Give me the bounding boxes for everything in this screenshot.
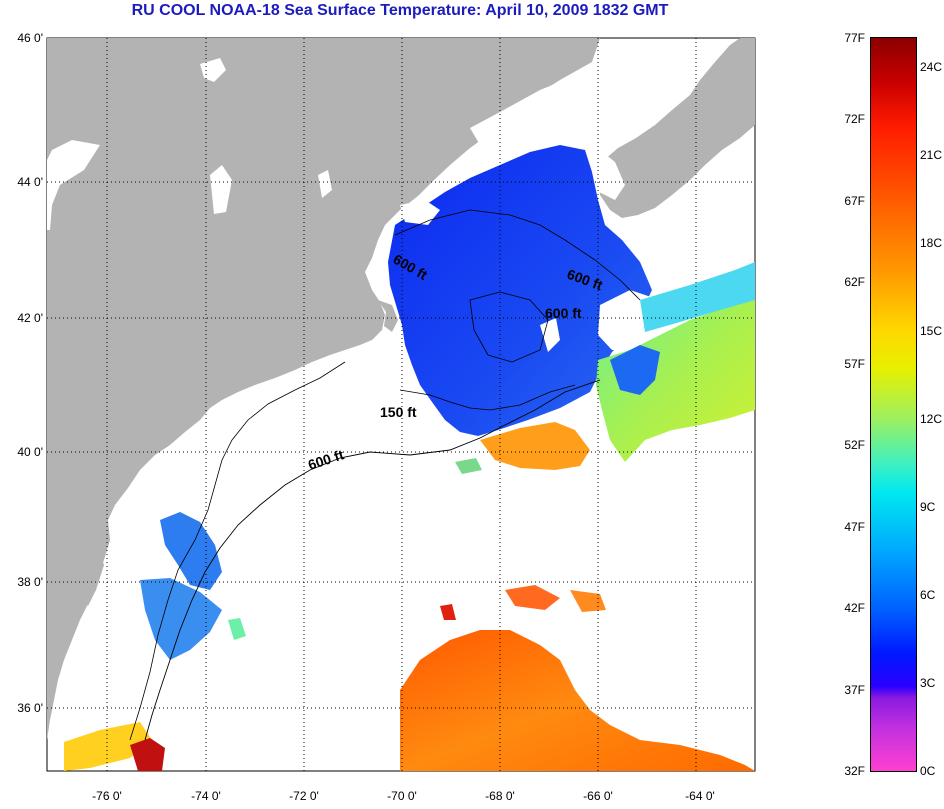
contour-label: 600 ft (545, 305, 582, 321)
cloud-basin-2 (540, 318, 560, 352)
land-delmarva (82, 540, 104, 606)
lon-label: -72 0' (289, 789, 319, 803)
cloud-inland-1 (200, 58, 226, 82)
lon-label: -74 0' (191, 789, 221, 803)
sst-blue-east (610, 345, 660, 395)
sst-warm-shelf-edge (480, 422, 590, 470)
sst-midatlantic-green (228, 618, 246, 640)
land-cape-cod (378, 300, 398, 332)
lon-label: -64 0' (685, 789, 715, 803)
contour-label: 150 ft (380, 404, 417, 420)
sst-warm-filament-1 (505, 585, 560, 610)
sst-midatlantic-2 (140, 578, 222, 660)
lat-label: 36 0' (17, 701, 43, 715)
lat-label: 40 0' (17, 445, 43, 459)
map-title: RU COOL NOAA-18 Sea Surface Temperature:… (131, 2, 669, 19)
lon-label: -70 0' (387, 789, 417, 803)
colorbar-gradient (870, 37, 917, 772)
sst-warm-filament-2 (570, 590, 606, 612)
contour-150ft (399, 384, 576, 411)
sst-hot-south (130, 738, 165, 771)
contour-600ft-shelf (144, 379, 601, 741)
lon-label: -68 0' (485, 789, 515, 803)
sst-slope-east (640, 262, 755, 332)
cloud-gulf-stlawrence (470, 55, 655, 150)
lat-label: 44 0' (17, 175, 43, 189)
contour-600ft-basin (469, 291, 549, 363)
lat-label: 38 0' (17, 575, 43, 589)
cloud-inland-2 (47, 140, 100, 230)
cloud-basin-1 (400, 200, 440, 225)
sst-warm-filament-3 (440, 604, 456, 620)
land-mainland (47, 38, 600, 740)
contour-600ft-gulf (394, 209, 641, 301)
colorbar (870, 37, 943, 772)
lon-label: -76 0' (92, 789, 122, 803)
sst-gulf-of-maine (388, 145, 652, 436)
lon-label: -66 0' (583, 789, 613, 803)
cloud-inland-3 (210, 165, 232, 214)
contour-inner (129, 361, 346, 741)
land-nova-scotia (598, 38, 755, 218)
sst-green-patch (455, 458, 482, 474)
cloud-inland-4 (318, 170, 332, 198)
lat-label: 46 0' (17, 31, 43, 45)
cloud-bay-of-fundy (580, 150, 625, 200)
sst-gulf-stream (400, 630, 755, 771)
sst-warm-south (64, 722, 152, 771)
sst-slope-water (596, 296, 755, 462)
lat-label: 42 0' (17, 311, 43, 325)
